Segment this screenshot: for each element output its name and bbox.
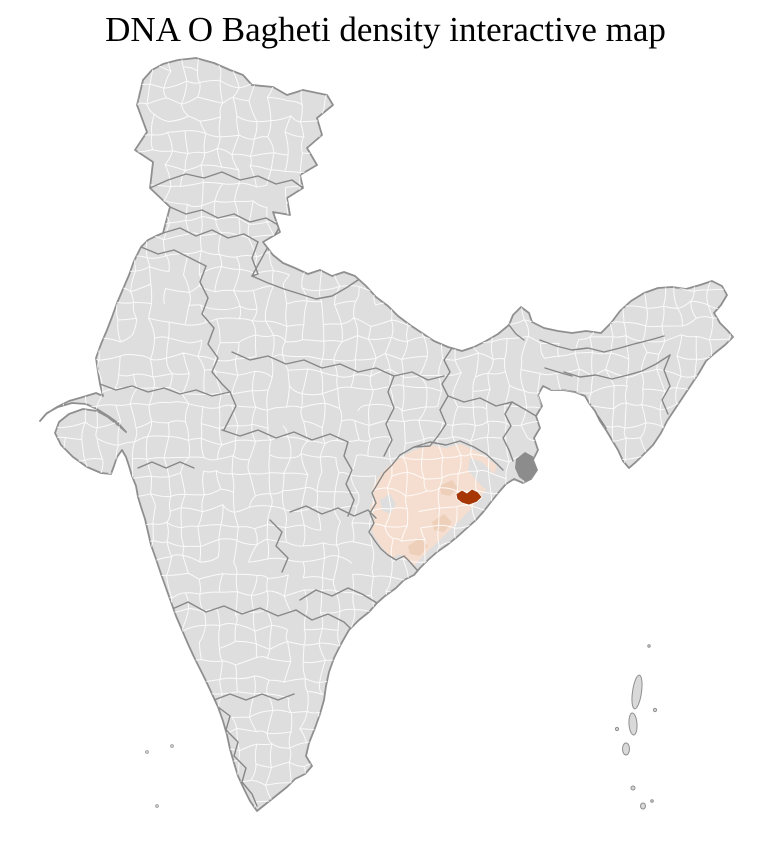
state-border-line <box>223 391 237 431</box>
state-border-line <box>251 275 359 300</box>
density-shaded-district[interactable] <box>408 538 428 556</box>
island[interactable] <box>630 674 644 710</box>
state-border-line <box>99 383 231 397</box>
state-border-line <box>544 367 573 377</box>
state-border-line <box>169 206 291 227</box>
island[interactable] <box>622 742 630 756</box>
state-border-line <box>217 706 258 807</box>
density-shaded-district[interactable] <box>432 514 452 532</box>
island[interactable] <box>170 744 174 748</box>
state-border-line <box>140 246 207 267</box>
island[interactable] <box>650 799 654 803</box>
estuary-dark-area <box>539 449 550 461</box>
state-border-line <box>508 324 525 341</box>
state-border-line <box>539 335 665 353</box>
island[interactable] <box>145 750 149 754</box>
state-border-line <box>413 395 449 448</box>
state-border-line <box>169 601 297 617</box>
andaman-nicobar-islands[interactable] <box>614 644 658 810</box>
island[interactable] <box>614 726 620 732</box>
state-border-line <box>295 609 353 631</box>
state-border-line <box>368 454 418 571</box>
state-border-line <box>447 395 537 417</box>
state-border-line <box>213 693 295 701</box>
state-border-line <box>199 265 231 393</box>
state-border-line <box>299 587 378 604</box>
island[interactable] <box>652 707 658 713</box>
state-border-line <box>343 441 355 517</box>
state-border-line <box>221 429 349 443</box>
selected-district[interactable] <box>455 488 483 506</box>
state-border-line <box>162 227 259 243</box>
state-border-line <box>563 354 671 380</box>
india-landmass[interactable] <box>39 57 734 812</box>
state-border-line <box>441 347 453 397</box>
highlighted-region[interactable] <box>370 444 497 566</box>
island[interactable] <box>647 644 651 648</box>
lakshadweep-islands[interactable] <box>145 744 174 808</box>
state-border-line <box>289 505 377 519</box>
state-border-line <box>383 375 395 457</box>
island[interactable] <box>640 802 646 810</box>
state-border-line <box>149 171 304 189</box>
state-borders <box>99 171 671 807</box>
state-border-line <box>251 241 259 277</box>
island[interactable] <box>630 785 636 791</box>
state-border-line <box>399 440 504 471</box>
state-border-line <box>661 354 671 415</box>
island[interactable] <box>155 804 159 808</box>
page-title: DNA O Bagheti density interactive map <box>105 10 666 49</box>
state-border-line <box>137 461 195 469</box>
state-border-line <box>231 351 445 381</box>
island[interactable] <box>628 712 638 736</box>
state-border-line <box>269 519 289 573</box>
state-border-line <box>502 401 514 462</box>
estuary-dark-area <box>515 452 539 483</box>
